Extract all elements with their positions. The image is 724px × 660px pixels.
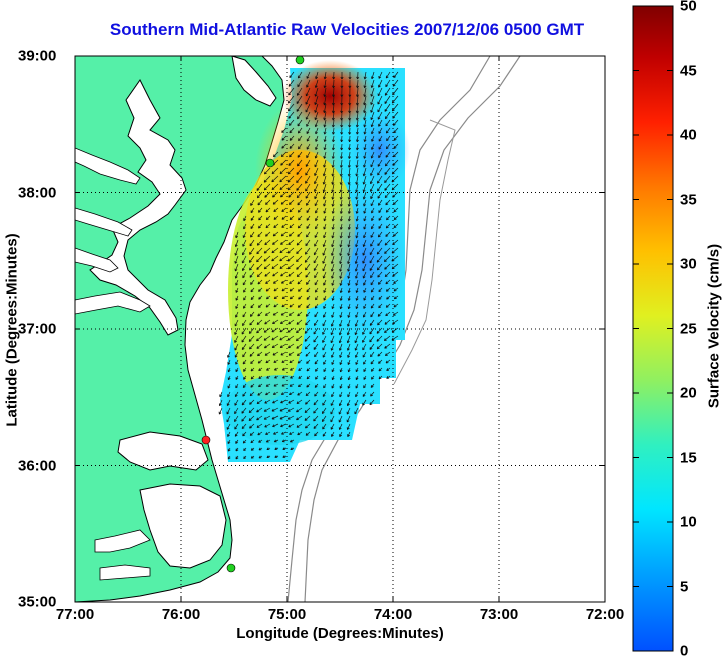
velocity-patch [225,375,335,445]
bathymetry-contour [393,119,456,385]
colorbar-tick-label: 10 [680,513,697,531]
bathymetry-contour [304,56,521,602]
velocity-patch [255,100,345,240]
albemarle-sound [117,431,209,471]
grid-lines [75,56,605,602]
station-marker [265,158,275,168]
james-river [75,291,151,315]
velocity-vectors [218,71,399,460]
tick-marks [74,55,606,603]
x-tick-label: 72:00 [585,606,625,623]
x-tick-label: 73:00 [479,606,519,623]
york-river [75,247,119,273]
station-marker [295,56,305,65]
colorbar-tick-label: 45 [680,62,697,79]
x-axis-label: Longitude (Degrees:Minutes) [236,625,444,642]
colorbar-tick-label: 25 [680,320,697,337]
station-marker [201,435,211,445]
velocity-patch [323,180,407,340]
y-tick-label: 37:00 [18,320,57,338]
x-tick-label: 74:00 [373,606,413,623]
velocity-patch [350,110,410,190]
colorbar-tick-label: 40 [680,126,697,144]
x-tick-label: 75:00 [267,606,307,623]
potomac-river [75,147,141,185]
colorbar-tick-label: 0 [680,642,689,660]
colorbar-tick-label: 15 [680,449,697,466]
pamlico-sound [139,483,227,569]
colorbar-tick-label: 5 [680,578,689,595]
delaware-bay [231,56,277,107]
neuse-river [99,564,151,581]
station-marker [226,563,236,573]
vector-arrows [218,71,399,460]
y-tick-label: 36:00 [18,457,57,474]
colorbar-tick-label: 50 [680,0,697,15]
colorbar-tick-label: 35 [680,191,697,208]
y-tick-label: 38:00 [18,184,57,201]
y-tick-label: 35:00 [18,593,57,611]
y-tick-label: 39:00 [18,47,57,65]
pamlico-river [94,529,151,553]
colorbar-tick-marks [633,5,673,652]
chart-title: Southern Mid-Atlantic Raw Velocities 200… [109,20,585,39]
x-tick-label: 77:00 [55,606,95,623]
velocity-hotspot [282,60,378,132]
colorbar-tick-label: 30 [680,255,697,273]
colorbar-tick-label: 20 [680,384,697,402]
rappahannock-river [75,207,133,237]
x-tick-label: 76:00 [161,606,201,623]
colorbar [632,5,674,652]
